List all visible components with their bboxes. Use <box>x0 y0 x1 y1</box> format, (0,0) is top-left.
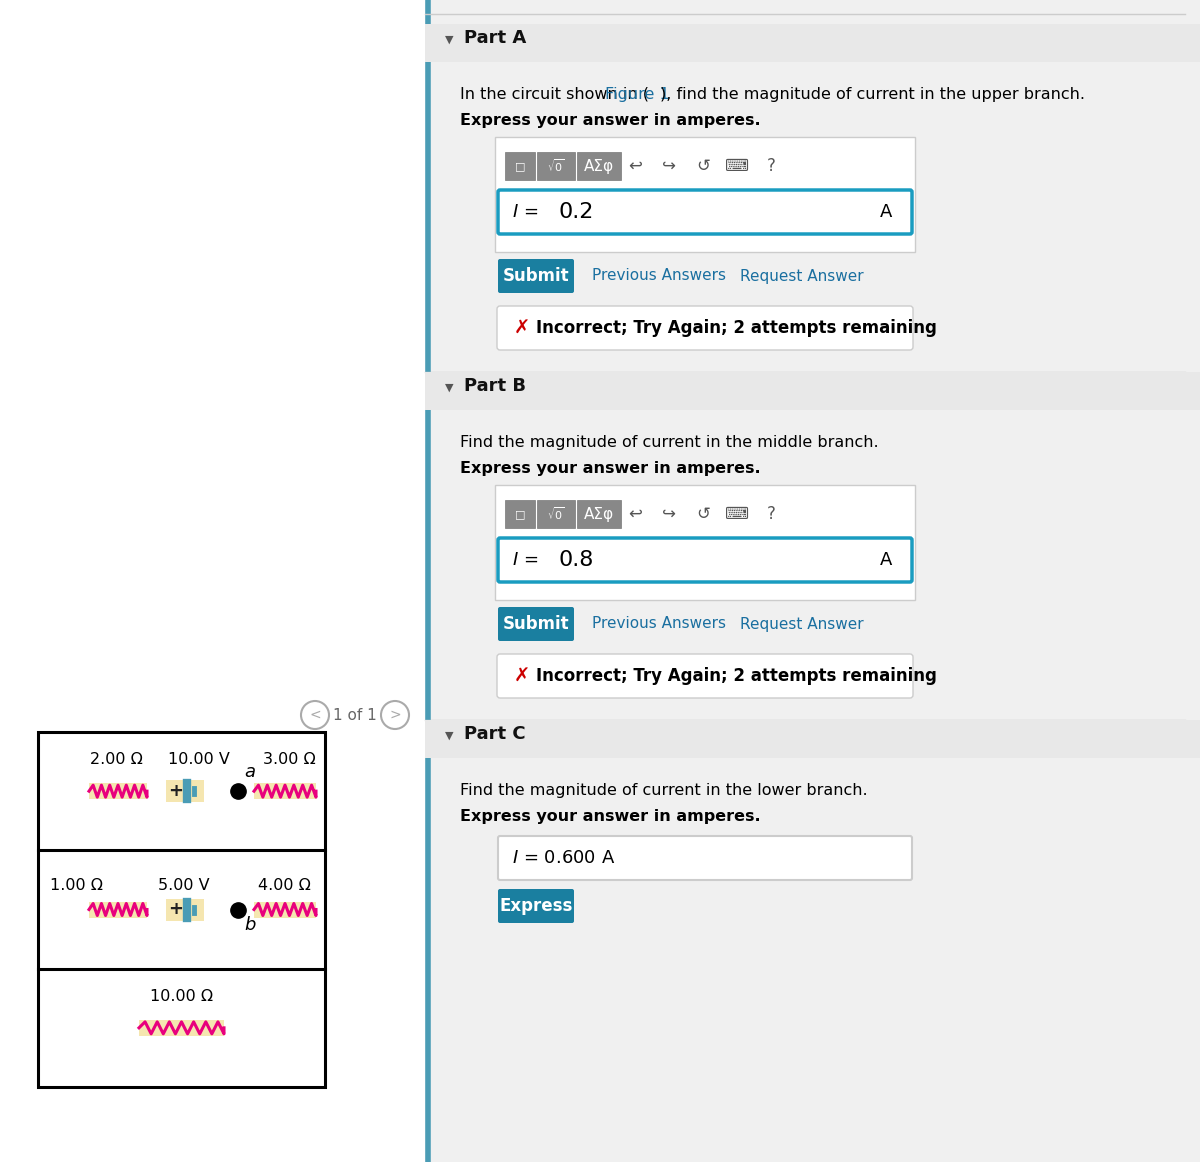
Text: ⌨: ⌨ <box>725 505 749 523</box>
Text: 1.00 Ω: 1.00 Ω <box>50 878 103 894</box>
Text: ↩: ↩ <box>628 157 642 175</box>
Text: Express: Express <box>499 897 572 914</box>
Bar <box>538 152 575 180</box>
Text: ✗: ✗ <box>514 667 530 686</box>
Bar <box>425 0 1200 1162</box>
Text: ?: ? <box>767 505 775 523</box>
Text: Find the magnitude of current in the lower branch.: Find the magnitude of current in the low… <box>460 782 868 797</box>
Text: <: < <box>310 708 320 722</box>
Text: +: + <box>168 901 184 918</box>
Text: 0.2: 0.2 <box>558 202 593 222</box>
Text: $I$ =: $I$ = <box>512 551 538 569</box>
Bar <box>89 902 148 918</box>
Bar <box>0 0 425 1162</box>
Text: Request Answer: Request Answer <box>740 617 864 631</box>
Text: ↺: ↺ <box>696 157 710 175</box>
Bar <box>425 372 1200 410</box>
Bar <box>577 500 622 528</box>
Bar <box>38 732 325 1086</box>
Text: 1 of 1: 1 of 1 <box>334 708 377 723</box>
Text: ▼: ▼ <box>445 731 454 741</box>
FancyBboxPatch shape <box>497 306 913 350</box>
Bar <box>505 152 535 180</box>
Text: a: a <box>244 763 256 781</box>
Text: ▼: ▼ <box>445 35 454 45</box>
Text: ↺: ↺ <box>696 505 710 523</box>
Text: 4.00 Ω: 4.00 Ω <box>258 878 311 894</box>
FancyBboxPatch shape <box>498 259 574 293</box>
Text: Express your answer in amperes.: Express your answer in amperes. <box>460 460 761 475</box>
Text: Express your answer in amperes.: Express your answer in amperes. <box>460 113 761 128</box>
FancyBboxPatch shape <box>498 607 574 641</box>
Bar <box>254 902 316 918</box>
Text: □: □ <box>515 509 526 519</box>
Bar <box>496 485 916 600</box>
Text: Part A: Part A <box>464 29 527 46</box>
Text: 5.00 V: 5.00 V <box>158 878 210 894</box>
Bar <box>425 720 1200 758</box>
Text: Figure 1: Figure 1 <box>605 86 670 101</box>
Text: ⌨: ⌨ <box>725 157 749 175</box>
Text: ?: ? <box>767 157 775 175</box>
FancyBboxPatch shape <box>498 889 574 923</box>
Text: Submit: Submit <box>503 615 569 633</box>
Text: Request Answer: Request Answer <box>740 268 864 284</box>
Text: ✗: ✗ <box>514 318 530 337</box>
Bar <box>254 783 316 799</box>
Bar <box>577 152 622 180</box>
Bar <box>538 500 575 528</box>
Text: >: > <box>389 708 401 722</box>
Text: 0.8: 0.8 <box>558 550 593 571</box>
Bar <box>89 783 148 799</box>
Bar <box>166 898 204 920</box>
Text: Part B: Part B <box>464 376 526 395</box>
Text: A: A <box>880 203 892 221</box>
Text: ↪: ↪ <box>662 157 676 175</box>
Text: A: A <box>880 551 892 569</box>
Text: b: b <box>244 916 256 933</box>
Text: Previous Answers: Previous Answers <box>592 617 726 631</box>
Text: 2.00 Ω: 2.00 Ω <box>90 752 143 767</box>
Text: Part C: Part C <box>464 725 526 743</box>
Text: $I$ = 0.600 A: $I$ = 0.600 A <box>512 849 616 867</box>
Text: AΣφ: AΣφ <box>584 158 614 173</box>
Text: 3.00 Ω: 3.00 Ω <box>263 752 316 767</box>
Bar <box>139 1020 224 1035</box>
Text: In the circuit shown in (: In the circuit shown in ( <box>460 86 649 101</box>
FancyBboxPatch shape <box>498 191 912 234</box>
Text: Express your answer in amperes.: Express your answer in amperes. <box>460 809 761 824</box>
Text: Find the magnitude of current in the middle branch.: Find the magnitude of current in the mid… <box>460 435 878 450</box>
Text: ▼: ▼ <box>445 383 454 393</box>
Text: $\sqrt{0}$: $\sqrt{0}$ <box>547 158 565 174</box>
Bar <box>496 136 916 251</box>
Text: □: □ <box>515 162 526 171</box>
FancyBboxPatch shape <box>497 654 913 698</box>
Text: +: + <box>168 782 184 801</box>
Text: Previous Answers: Previous Answers <box>592 268 726 284</box>
Text: Incorrect; Try Again; 2 attempts remaining: Incorrect; Try Again; 2 attempts remaini… <box>536 667 937 686</box>
Text: ↩: ↩ <box>628 505 642 523</box>
Text: Incorrect; Try Again; 2 attempts remaining: Incorrect; Try Again; 2 attempts remaini… <box>536 320 937 337</box>
FancyBboxPatch shape <box>498 835 912 880</box>
FancyBboxPatch shape <box>498 538 912 582</box>
Text: 10.00 V: 10.00 V <box>168 752 230 767</box>
Text: $I$ =: $I$ = <box>512 203 538 221</box>
Bar <box>505 500 535 528</box>
Bar <box>425 24 1200 62</box>
Text: 10.00 Ω: 10.00 Ω <box>150 989 214 1004</box>
Text: Submit: Submit <box>503 267 569 285</box>
Text: $\sqrt{0}$: $\sqrt{0}$ <box>547 505 565 523</box>
Text: AΣφ: AΣφ <box>584 507 614 522</box>
Text: ), find the magnitude of current in the upper branch.: ), find the magnitude of current in the … <box>660 86 1085 101</box>
Bar <box>166 780 204 802</box>
Text: ↪: ↪ <box>662 505 676 523</box>
